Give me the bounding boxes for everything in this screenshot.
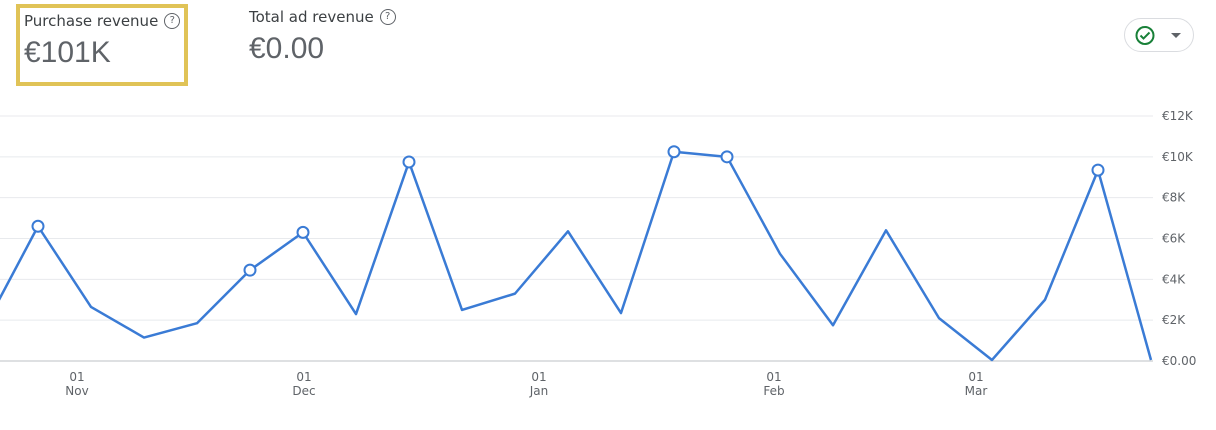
x-tick-day: 01 bbox=[531, 370, 546, 384]
point-marker bbox=[720, 150, 734, 164]
x-tick-day: 01 bbox=[968, 370, 983, 384]
help-icon[interactable]: ? bbox=[379, 9, 396, 25]
x-tick-month: Jan bbox=[529, 384, 549, 398]
x-tick-month: Mar bbox=[965, 384, 988, 398]
y-tick-label: €2K bbox=[1162, 313, 1186, 327]
point-marker bbox=[31, 219, 45, 233]
x-tick-day: 01 bbox=[69, 370, 84, 384]
point-marker bbox=[243, 263, 257, 277]
y-tick-label: €6K bbox=[1162, 232, 1186, 246]
x-tick-month: Feb bbox=[763, 384, 784, 398]
y-tick-label: €10K bbox=[1162, 150, 1194, 164]
point-marker bbox=[1091, 163, 1105, 177]
line bbox=[0, 150, 1153, 362]
status-dropdown[interactable] bbox=[1124, 18, 1194, 52]
x-tick-month: Dec bbox=[292, 384, 315, 398]
y-tick-label: €12K bbox=[1162, 109, 1194, 123]
x-tick-month: Nov bbox=[65, 384, 88, 398]
point-marker bbox=[296, 225, 310, 239]
status-icon bbox=[1135, 26, 1181, 45]
scorecard[interactable]: Total ad revenue? €0.00 bbox=[249, 8, 396, 66]
y-tick-label: €8K bbox=[1162, 191, 1186, 205]
point-marker bbox=[667, 145, 681, 159]
x-tick-day: 01 bbox=[296, 370, 311, 384]
scorecard-label: Total ad revenue bbox=[249, 8, 374, 26]
y-tick-label: €4K bbox=[1162, 272, 1186, 286]
x-tick-day: 01 bbox=[766, 370, 781, 384]
y-tick-label: €0.00 bbox=[1162, 354, 1196, 368]
scorecard-label: Purchase revenue bbox=[24, 12, 159, 30]
scorecard[interactable]: Purchase revenue? €101K bbox=[16, 4, 188, 86]
help-icon[interactable]: ? bbox=[164, 13, 181, 29]
scorecard-value: €101K bbox=[24, 36, 111, 69]
scorecard-value: €0.00 bbox=[249, 32, 325, 65]
point-marker bbox=[402, 155, 416, 169]
